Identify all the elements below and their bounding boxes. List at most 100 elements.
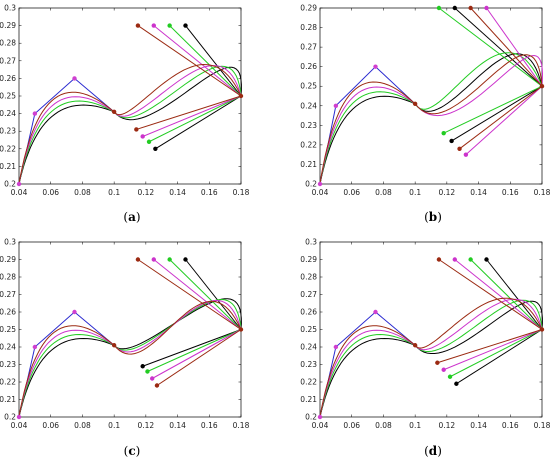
y-tick-label: 0.23 [0, 360, 16, 369]
control-line-green [147, 329, 242, 372]
y-tick-label: 0.3 [305, 238, 317, 247]
control-point-bottom-green [447, 374, 453, 379]
x-tick-label: 0.04 [11, 188, 28, 197]
control-point-base [111, 109, 117, 115]
y-tick-label: 0.23 [0, 127, 16, 136]
x-tick-label: 0.14 [470, 188, 487, 197]
control-point-bottom-brown [457, 146, 462, 151]
control-point-base [72, 309, 77, 315]
control-point-bottom-green [145, 369, 150, 374]
x-tick-label: 0.04 [312, 421, 329, 430]
control-point-top-magenta [484, 5, 489, 11]
control-point-top-black [183, 23, 188, 28]
y-tick-label: 0.26 [300, 308, 317, 317]
y-tick-label: 0.26 [0, 308, 16, 317]
y-tick-label: 0.22 [0, 378, 16, 387]
x-tick-label: 0.06 [343, 421, 360, 430]
control-line-top-magenta [486, 7, 543, 87]
control-point-top-green [436, 5, 442, 11]
curve-magenta [18, 65, 242, 185]
x-tick-label: 0.08 [375, 421, 392, 430]
control-point-top-magenta [452, 257, 457, 262]
curve-brown [18, 63, 242, 185]
control-line-magenta [443, 329, 543, 371]
x-tick-label: 0.1 [108, 188, 120, 197]
control-point-base [333, 103, 339, 108]
y-tick-label: 0.22 [0, 144, 16, 153]
y-tick-label: 0.27 [300, 43, 317, 52]
x-tick-label: 0.16 [502, 421, 519, 430]
control-point-bottom-magenta [463, 152, 469, 157]
y-tick-label: 0.21 [300, 395, 317, 404]
x-tick-label: 0.12 [138, 421, 155, 430]
y-tick-label: 0.29 [0, 21, 16, 30]
x-tick-label: 0.06 [42, 421, 59, 430]
x-tick-label: 0.1 [409, 421, 421, 430]
control-line-magenta [465, 85, 543, 156]
control-point-base [32, 344, 38, 350]
control-point-top-black [452, 5, 457, 11]
control-point-bottom-black [449, 138, 454, 144]
x-tick-label: 0.14 [470, 421, 487, 430]
control-point-base [317, 181, 323, 187]
control-line-brown [156, 329, 242, 386]
y-tick-label: 0.28 [300, 273, 317, 282]
y-tick-label: 0.22 [300, 378, 317, 387]
x-tick-label: 0.16 [201, 188, 218, 197]
x-tick-label: 0.12 [138, 188, 155, 197]
y-tick-label: 0.3 [4, 4, 16, 13]
control-line-top-brown [137, 259, 242, 330]
y-tick-label: 0.24 [300, 101, 317, 110]
y-tick-label: 0.25 [0, 92, 16, 101]
control-line-top-magenta [153, 25, 242, 97]
control-line-top-magenta [454, 259, 543, 330]
x-tick-label: 0.16 [201, 421, 218, 430]
control-line-green [449, 329, 543, 378]
control-point-bottom-green [146, 139, 152, 144]
x-tick-label: 0.08 [74, 188, 91, 197]
y-tick-label: 0.23 [300, 121, 317, 130]
panel-c: 0.04 0.06 0.08 0.1 0.12 0.14 0.16 0.18 0.2 0.21 0.… [0, 238, 250, 459]
curve-magenta [319, 54, 544, 185]
panel-d: 0.04 0.06 0.08 0.1 0.12 0.14 0.16 0.18 0.2 0.21 0.… [300, 238, 550, 459]
control-line-top-black [486, 259, 543, 330]
control-point-bottom-brown [134, 127, 139, 132]
y-tick-label: 0.29 [300, 4, 317, 13]
y-tick-label: 0.25 [300, 325, 317, 334]
control-point-bottom-green [441, 130, 446, 136]
control-line-black [142, 329, 242, 367]
panel-a: 0.04 0.06 0.08 0.1 0.12 0.14 0.16 0.18 0.2 0.21 0.… [0, 4, 250, 225]
control-point-bottom-black [140, 364, 145, 369]
y-tick-label: 0.28 [0, 273, 16, 282]
control-line-black [155, 95, 242, 150]
x-tick-label: 0.18 [233, 421, 250, 430]
control-point-top-brown [135, 257, 141, 262]
curve-green [18, 298, 242, 418]
control-point-top-black [183, 257, 188, 262]
curve-black [18, 66, 242, 185]
curve-green [18, 65, 242, 185]
curve-black [319, 53, 543, 185]
y-tick-label: 0.22 [300, 140, 317, 149]
control-point-top-green [167, 23, 172, 28]
curve-black [319, 300, 543, 418]
control-point-bottom-magenta [441, 367, 446, 372]
y-tick-label: 0.2 [4, 413, 16, 422]
curve-brown [319, 54, 543, 185]
control-point-bottom-brown [154, 383, 160, 388]
y-tick-label: 0.27 [0, 56, 16, 65]
y-tick-label: 0.29 [0, 255, 16, 264]
control-line-magenta [142, 95, 242, 137]
panel-label: (b) [424, 210, 442, 224]
y-tick-label: 0.24 [300, 343, 317, 352]
x-tick-label: 0.04 [312, 188, 329, 197]
y-tick-label: 0.24 [0, 343, 16, 352]
control-point-base [333, 344, 339, 350]
x-tick-label: 0.14 [169, 421, 186, 430]
curve-green [319, 52, 543, 185]
x-tick-label: 0.08 [375, 188, 392, 197]
control-line-top-black [185, 25, 242, 97]
axes-box [319, 7, 543, 185]
x-tick-label: 0.18 [534, 421, 550, 430]
panel-label: (d) [424, 444, 442, 458]
